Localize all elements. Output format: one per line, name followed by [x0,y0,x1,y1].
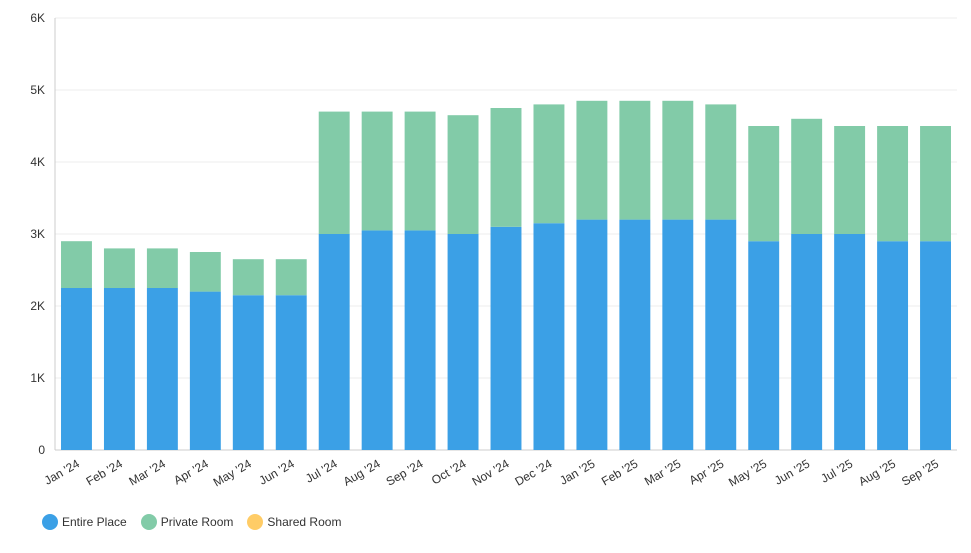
x-tick-label: Jan '25 [557,456,597,487]
bar-entire-place[interactable] [834,234,866,450]
bar-entire-place[interactable] [275,295,307,450]
bar-entire-place[interactable] [877,241,909,450]
bar-entire-place[interactable] [189,291,221,450]
y-tick-label: 4K [30,155,45,169]
x-tick-label: May '24 [211,456,254,489]
bar-private-room[interactable] [361,111,393,231]
y-tick-label: 3K [30,227,45,241]
bar-private-room[interactable] [103,248,135,288]
x-tick-label: Feb '24 [84,456,126,488]
x-tick-label: Sep '24 [384,456,426,488]
x-tick-label: Sep '25 [899,456,941,488]
bar-private-room[interactable] [662,100,694,220]
y-tick-label: 6K [30,11,45,25]
legend-swatch-entire-place [42,514,58,530]
bar-entire-place[interactable] [619,219,651,450]
x-tick-label: Jun '25 [772,456,812,487]
x-tick-label: Mar '25 [642,456,684,488]
legend-label-private-room: Private Room [160,515,234,529]
x-tick-label: Aug '24 [341,456,383,488]
x-tick-label: May '25 [726,456,769,489]
bar-private-room[interactable] [920,126,951,242]
bar-entire-place[interactable] [705,219,737,450]
x-tick-label: Mar '24 [127,456,169,488]
x-tick-label: Nov '24 [470,456,512,488]
y-tick-label: 0 [38,443,45,457]
y-tick-label: 1K [30,371,45,385]
bar-entire-place[interactable] [920,241,951,450]
bar-entire-place[interactable] [490,226,522,450]
legend-swatch-shared-room [247,514,264,530]
bar-entire-place[interactable] [361,230,393,450]
bar-entire-place[interactable] [146,288,178,450]
bar-private-room[interactable] [189,252,221,292]
legend-item-shared-room[interactable]: Shared Room [247,514,341,530]
bar-entire-place[interactable] [103,288,135,450]
bar-private-room[interactable] [705,104,737,220]
x-tick-label: Jul '24 [303,456,340,485]
legend-item-private-room[interactable]: Private Room [140,514,234,530]
x-tick-label: Oct '24 [429,456,469,487]
legend-swatch-private-room [140,514,157,530]
x-tick-label: Jul '25 [818,456,855,485]
bar-private-room[interactable] [61,241,92,288]
bar-entire-place[interactable] [318,234,350,450]
bar-private-room[interactable] [533,104,565,224]
bar-private-room[interactable] [404,111,436,231]
bar-entire-place[interactable] [447,234,479,450]
legend-label-shared-room: Shared Room [267,515,342,529]
bar-entire-place[interactable] [662,219,694,450]
bar-private-room[interactable] [834,126,866,234]
y-tick-label: 5K [30,83,45,97]
bar-entire-place[interactable] [61,288,92,450]
bar-private-room[interactable] [619,100,651,220]
bar-private-room[interactable] [318,111,350,234]
x-tick-label: Feb '25 [599,456,641,488]
x-axis: Jan '24 Feb '24 Mar '24 Apr '24 May '24 Jun '… [42,456,942,489]
bar-entire-place[interactable] [533,223,565,450]
bar-entire-place[interactable] [748,241,780,450]
x-tick-label: Apr '25 [687,456,727,487]
x-tick-label: Dec '24 [513,456,555,488]
bar-private-room[interactable] [877,126,909,242]
x-tick-label: Jan '24 [42,456,82,487]
bar-private-room[interactable] [275,259,307,296]
x-tick-label: Jun '24 [257,456,297,487]
x-tick-label: Aug '25 [856,456,898,488]
bar-private-room[interactable] [447,115,479,234]
bar-private-room[interactable] [576,100,608,220]
x-tick-label: Apr '24 [171,456,211,487]
legend-label-entire-place: Entire Place [62,515,127,529]
bar-entire-place[interactable] [576,219,608,450]
bar-private-room[interactable] [791,118,823,234]
bar-entire-place[interactable] [232,295,264,450]
legend-item-entire-place[interactable]: Entire Place [42,514,127,530]
legend: Entire Place Private Room Shared Room [42,514,341,530]
bars-layer [61,100,951,450]
bar-private-room[interactable] [490,108,522,227]
bar-entire-place[interactable] [791,234,823,450]
y-tick-label: 2K [30,299,45,313]
bar-private-room[interactable] [232,259,264,296]
bar-private-room[interactable] [748,126,780,242]
bar-private-room[interactable] [146,248,178,288]
bar-entire-place[interactable] [404,230,436,450]
y-axis: 0 1K 2K 3K 4K 5K 6K [30,11,56,457]
